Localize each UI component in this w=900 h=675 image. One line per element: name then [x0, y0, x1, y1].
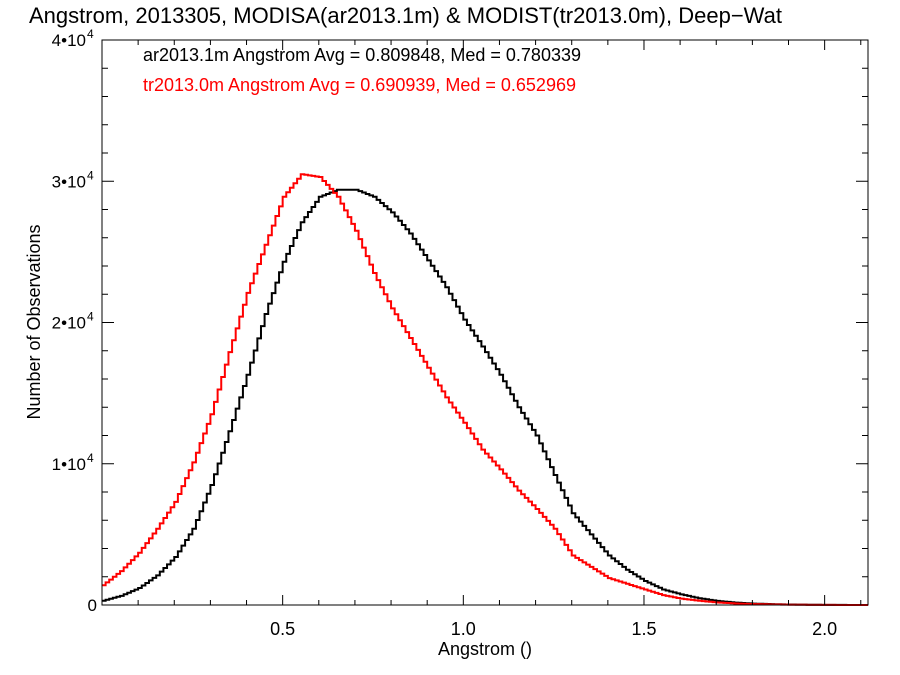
x-axis-ticks: 0.5 1.0 1.5 2.0: [137, 40, 862, 639]
y-axis-label: Number of Observations: [24, 224, 44, 419]
y-tick-exponent: 4: [87, 27, 94, 41]
x-tick-label: 1.5: [631, 619, 656, 639]
x-axis-label: Angstrom (): [438, 639, 532, 659]
y-tick-label: 1•10: [52, 455, 86, 474]
y-tick-label: 2•10: [52, 314, 86, 333]
legend-entry-tr2013: tr2013.0m Angstrom Avg = 0.690939, Med =…: [143, 75, 576, 95]
x-tick-label: 1.0: [451, 619, 476, 639]
series-line-1: [102, 173, 868, 606]
y-tick-label: 0: [88, 596, 97, 615]
x-tick-label: 2.0: [812, 619, 837, 639]
y-tick-label: 3•10: [52, 172, 86, 191]
chart-title: Angstrom, 2013305, MODISA(ar2013.1m) & M…: [29, 3, 782, 28]
series-layer: [102, 173, 868, 606]
x-tick-label: 0.5: [270, 619, 295, 639]
y-tick-exponent: 4: [87, 451, 94, 465]
y-tick-exponent: 4: [87, 168, 94, 182]
y-tick-exponent: 4: [87, 310, 94, 324]
y-tick-label: 4•10: [52, 31, 86, 50]
legend-entry-ar2013: ar2013.1m Angstrom Avg = 0.809848, Med =…: [143, 45, 581, 65]
